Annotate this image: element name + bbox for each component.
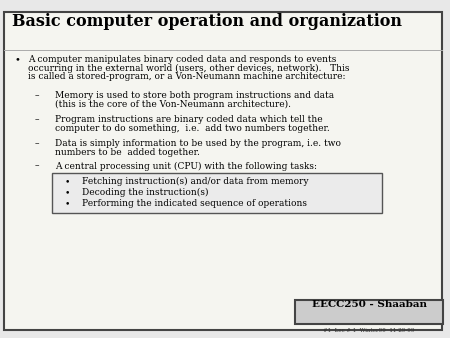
Text: (this is the core of the Von-Neumann architecture).: (this is the core of the Von-Neumann arc… xyxy=(55,100,291,109)
Text: Memory is used to store both program instructions and data: Memory is used to store both program ins… xyxy=(55,92,334,100)
Text: •: • xyxy=(65,188,70,197)
Text: A computer manipulates binary coded data and responds to events: A computer manipulates binary coded data… xyxy=(28,55,337,64)
Text: Data is simply information to be used by the program, i.e. two: Data is simply information to be used by… xyxy=(55,140,341,148)
Text: occurring in the external world (users, other devices, network).   This: occurring in the external world (users, … xyxy=(28,64,350,73)
Text: Fetching instruction(s) and/or data from memory: Fetching instruction(s) and/or data from… xyxy=(82,177,309,186)
FancyBboxPatch shape xyxy=(295,300,443,324)
Text: •: • xyxy=(65,177,70,186)
Text: –: – xyxy=(35,92,40,100)
Text: Program instructions are binary coded data which tell the: Program instructions are binary coded da… xyxy=(55,116,323,124)
Text: A central processing unit (CPU) with the following tasks:: A central processing unit (CPU) with the… xyxy=(55,162,317,171)
Text: •: • xyxy=(65,199,70,208)
Text: Decoding the instruction(s): Decoding the instruction(s) xyxy=(82,188,208,197)
Text: #1  Lec # 1  Winter99  11-29-99: #1 Lec # 1 Winter99 11-29-99 xyxy=(323,328,415,333)
FancyBboxPatch shape xyxy=(52,173,382,213)
Text: is called a stored-program, or a Von-Neumann machine architecture:: is called a stored-program, or a Von-Neu… xyxy=(28,72,346,81)
Text: Basic computer operation and organization: Basic computer operation and organizatio… xyxy=(12,13,402,30)
Text: EECC250 - Shaaban: EECC250 - Shaaban xyxy=(311,300,427,309)
Text: –: – xyxy=(35,140,40,148)
FancyBboxPatch shape xyxy=(4,12,442,330)
Text: numbers to be  added together.: numbers to be added together. xyxy=(55,148,200,157)
Text: computer to do something,  i.e.  add two numbers together.: computer to do something, i.e. add two n… xyxy=(55,124,330,133)
Text: Performing the indicated sequence of operations: Performing the indicated sequence of ope… xyxy=(82,199,307,208)
Text: –: – xyxy=(35,116,40,124)
Text: •: • xyxy=(14,55,20,64)
Text: –: – xyxy=(35,162,40,170)
